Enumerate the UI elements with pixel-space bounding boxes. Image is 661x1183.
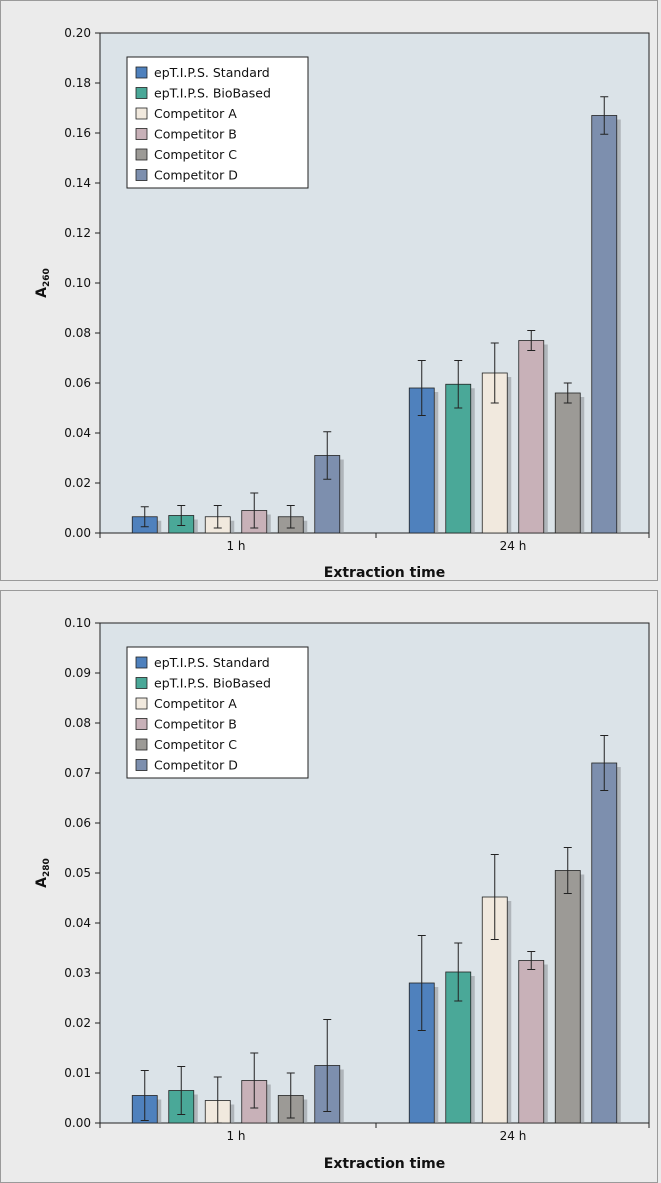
y-tick-label: 0.04 xyxy=(64,426,91,440)
y-tick-label: 0.06 xyxy=(64,376,91,390)
legend-swatch xyxy=(135,169,148,181)
y-tick-label: 0.04 xyxy=(64,916,91,930)
bar xyxy=(518,340,545,534)
legend-box xyxy=(126,646,309,779)
legend-label: Competitor B xyxy=(154,717,237,732)
chart-a260: 0.00 0.02 0.04 0.06 0.08 0.10 0.12 0.14 0.16 0.18… xyxy=(34,26,650,581)
y-tick-label: 0.06 xyxy=(64,816,91,830)
legend-swatch xyxy=(135,738,148,751)
x-category-label: 1 h xyxy=(226,1129,245,1143)
y-axis-label: A260 xyxy=(34,268,52,298)
legend-swatch xyxy=(135,677,148,689)
bar xyxy=(591,115,618,534)
legend-swatch xyxy=(135,148,148,161)
y-tick-label: 0.02 xyxy=(64,476,91,490)
y-axis-label: A280 xyxy=(34,858,52,888)
y-tick-label: 0.10 xyxy=(64,276,91,290)
y-tick-label: 0.00 xyxy=(64,1116,91,1130)
y-tick-label: 0.12 xyxy=(64,226,91,240)
x-axis-label: Extraction time xyxy=(324,565,445,581)
legend-swatch xyxy=(135,656,148,669)
y-tick-label: 0.05 xyxy=(64,866,91,880)
y-tick-label: 0.03 xyxy=(64,966,91,980)
y-tick-label: 0.14 xyxy=(64,176,91,190)
y-tick-label: 0.02 xyxy=(64,1016,91,1030)
legend-label: Competitor B xyxy=(154,127,237,142)
legend-label: epT.I.P.S. Standard xyxy=(154,65,270,80)
y-tick-label: 0.08 xyxy=(64,716,91,730)
legend-label: Competitor C xyxy=(154,737,237,752)
bar xyxy=(591,762,618,1124)
top-panel-frame xyxy=(0,0,658,581)
legend-label: Competitor C xyxy=(154,147,237,162)
y-axis-label-main: A xyxy=(34,287,50,298)
legend-swatch xyxy=(135,128,148,140)
y-axis-label-subscript: 260 xyxy=(42,268,52,287)
y-axis-label-subscript: 280 xyxy=(42,858,52,877)
y-tick-label: 0.08 xyxy=(64,326,91,340)
y-axis-label-main: A xyxy=(34,877,50,888)
legend-label: epT.I.P.S. Standard xyxy=(154,655,270,670)
bar xyxy=(554,870,581,1124)
legend-label: Competitor D xyxy=(154,168,238,183)
y-tick-label: 0.10 xyxy=(64,616,91,630)
bar xyxy=(445,383,472,534)
legend-box xyxy=(126,56,309,189)
x-category-label: 24 h xyxy=(500,1129,527,1143)
y-tick-label: 0.01 xyxy=(64,1066,91,1080)
x-category-label: 1 h xyxy=(226,539,245,553)
y-tick-label: 0.07 xyxy=(64,766,91,780)
legend-swatch xyxy=(135,759,148,771)
y-tick-label: 0.20 xyxy=(64,26,91,40)
legend-label: epT.I.P.S. BioBased xyxy=(154,86,271,101)
legend-swatch xyxy=(135,107,148,120)
x-category-label: 24 h xyxy=(500,539,527,553)
bar xyxy=(518,960,545,1124)
legend-label: Competitor A xyxy=(154,106,237,121)
y-tick-label: 0.16 xyxy=(64,126,91,140)
y-tick-label: 0.18 xyxy=(64,76,91,90)
y-tick-label: 0.09 xyxy=(64,666,91,680)
legend-label: epT.I.P.S. BioBased xyxy=(154,676,271,691)
legend-label: Competitor D xyxy=(154,758,238,773)
x-axis-label: Extraction time xyxy=(324,1156,445,1172)
legend-swatch xyxy=(135,87,148,99)
legend-swatch xyxy=(135,718,148,730)
y-tick-label: 0.00 xyxy=(64,526,91,540)
legend-swatch xyxy=(135,66,148,79)
legend-label: Competitor A xyxy=(154,696,237,711)
legend-swatch xyxy=(135,697,148,710)
